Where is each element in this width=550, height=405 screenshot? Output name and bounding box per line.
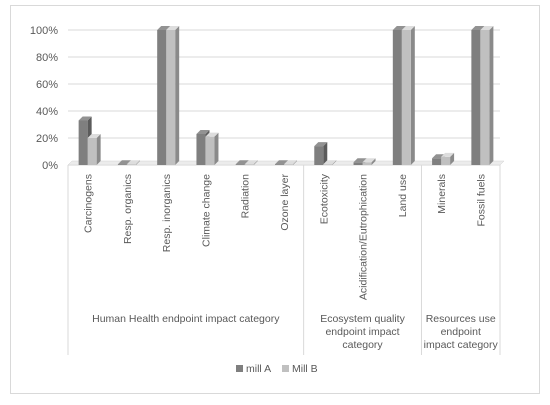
category-label: Ozone layer bbox=[279, 174, 291, 231]
group-label: Ecosystem quality endpoint impact category bbox=[320, 313, 405, 351]
category-label: Resp. organics bbox=[122, 174, 134, 244]
bar-mill-b-2 bbox=[166, 26, 180, 165]
legend-item: mill A bbox=[236, 363, 271, 375]
bar-mill-b-3 bbox=[205, 132, 219, 165]
chart-border bbox=[10, 5, 540, 394]
y-tick-label: 80% bbox=[36, 52, 58, 64]
group-label: Resources use endpoint impact category bbox=[424, 313, 499, 351]
category-labels: Carcinogens Resp. organics Resp. inorganic… bbox=[67, 165, 501, 355]
bar-mill-b-6 bbox=[323, 160, 337, 165]
legend-label: Mill B bbox=[292, 363, 318, 375]
bar-mill-b-7 bbox=[362, 158, 376, 165]
bar-mill-b-0 bbox=[87, 134, 101, 165]
y-tick-label: 0% bbox=[42, 160, 58, 172]
category-label: Minerals bbox=[436, 174, 448, 214]
bar-mill-b-5 bbox=[284, 160, 297, 165]
group-label: Human Health endpoint impact category bbox=[92, 313, 280, 325]
category-label: Radiation bbox=[240, 174, 252, 219]
category-label: Carcinogens bbox=[83, 174, 95, 233]
category-label: Resp. inorganics bbox=[161, 174, 173, 252]
legend: mill A Mill B bbox=[236, 363, 318, 375]
bar-mill-b-8 bbox=[401, 26, 415, 165]
category-label: Acidification/Eutrophication bbox=[358, 174, 370, 300]
bar-mill-b-9 bbox=[441, 152, 455, 165]
legend-swatch bbox=[282, 365, 289, 372]
category-label: Climate change bbox=[200, 174, 212, 247]
category-label: Fossil fuels bbox=[475, 174, 487, 227]
y-tick-label: 60% bbox=[36, 79, 58, 91]
category-label: Land use bbox=[397, 174, 409, 217]
category-label: Ecotoxicity bbox=[318, 173, 330, 224]
bar-mill-a-6 bbox=[314, 142, 328, 165]
bar-layer bbox=[78, 26, 494, 165]
legend-item: Mill B bbox=[282, 363, 318, 375]
bar-mill-b-4 bbox=[244, 160, 258, 165]
bar-mill-b-10 bbox=[480, 26, 494, 165]
y-tick-label: 20% bbox=[36, 133, 58, 145]
y-tick-labels: 0% 20% 40% 60% 80% 100% bbox=[30, 25, 58, 172]
y-tick-label: 40% bbox=[36, 106, 58, 118]
legend-swatch bbox=[236, 365, 243, 372]
legend-label: mill A bbox=[246, 363, 271, 375]
bar-mill-b-1 bbox=[126, 160, 140, 165]
y-tick-label: 100% bbox=[30, 25, 58, 37]
group-labels: Human Health endpoint impact category Eco… bbox=[92, 313, 498, 351]
